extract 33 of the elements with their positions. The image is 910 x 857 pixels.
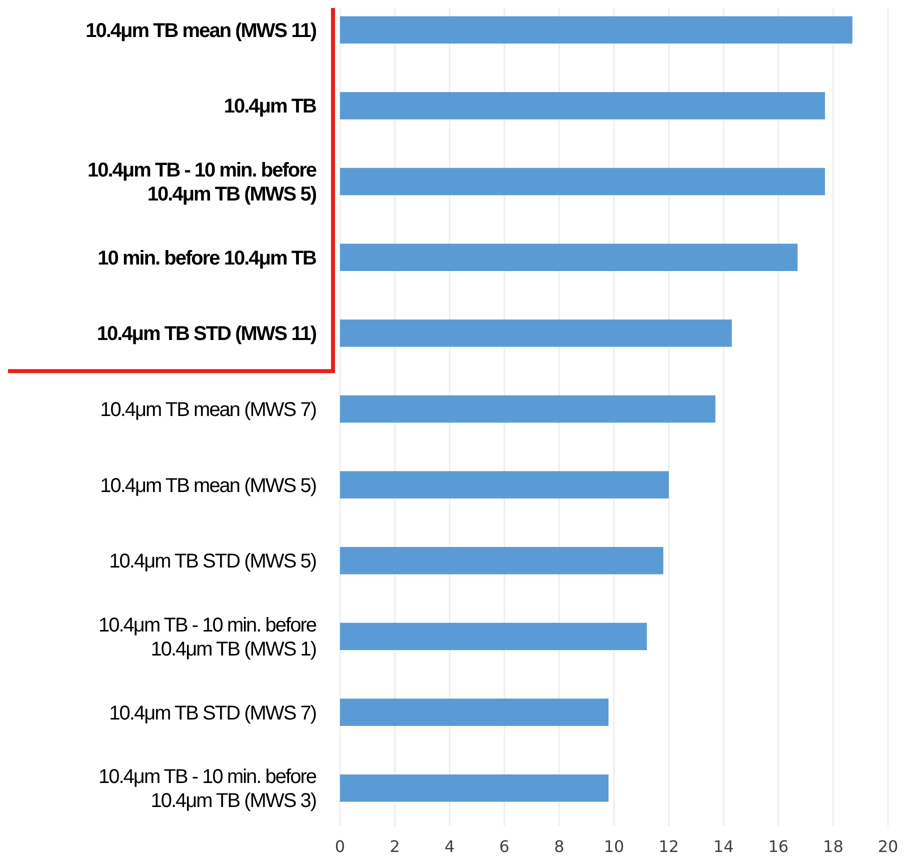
bar — [340, 244, 798, 272]
y-tick-label: 10.4μm TB mean (MWS 5) — [100, 474, 316, 497]
bar — [340, 471, 669, 498]
y-tick-label: 10.4μm TB STD (MWS 11) — [96, 323, 316, 346]
bar — [340, 698, 609, 726]
x-tick-label: 2 — [390, 837, 400, 856]
bar — [340, 395, 716, 423]
x-tick-label: 10 — [604, 837, 624, 856]
x-tick-label: 12 — [658, 837, 679, 856]
bar — [340, 16, 852, 44]
x-tick-label: 0 — [334, 837, 346, 856]
x-tick-label: 6 — [499, 837, 510, 856]
y-tick-label: 10.4μm TB - 10 min. before 10.4μm TB (MWS 5) — [87, 160, 317, 206]
x-tick-label: 8 — [554, 837, 564, 856]
x-tick-label: 20 — [878, 837, 898, 856]
bar — [340, 320, 732, 347]
y-tick-label: 10.4μm TB mean (MWS 7) — [100, 399, 316, 421]
y-tick-label: 10.4μm TB STD (MWS 7) — [109, 702, 316, 724]
y-tick-label: 10.4μm TB STD (MWS 5) — [109, 550, 316, 573]
bar — [340, 92, 825, 120]
y-tick-label: 10.4μm TB — [224, 96, 317, 118]
y-tick-label: 10.4μm TB mean (MWS 11) — [86, 20, 316, 42]
bar — [340, 546, 664, 574]
y-tick-label: 10.4μm TB - 10 min. before 10.4μm TB (MWS 3) — [98, 766, 317, 812]
y-tick-label: 10 min. before 10.4μm TB — [98, 247, 317, 270]
x-tick-label: 18 — [823, 837, 844, 856]
y-tick-label: 10.4μm TB - 10 min. before 10.4μm TB (MWS 1) — [98, 614, 317, 660]
bar — [340, 622, 647, 650]
x-tick-label: 4 — [444, 837, 455, 856]
x-tick-label: 14 — [713, 837, 734, 856]
bar — [340, 168, 825, 196]
x-tick-label: 16 — [768, 837, 789, 856]
bar — [340, 774, 609, 802]
